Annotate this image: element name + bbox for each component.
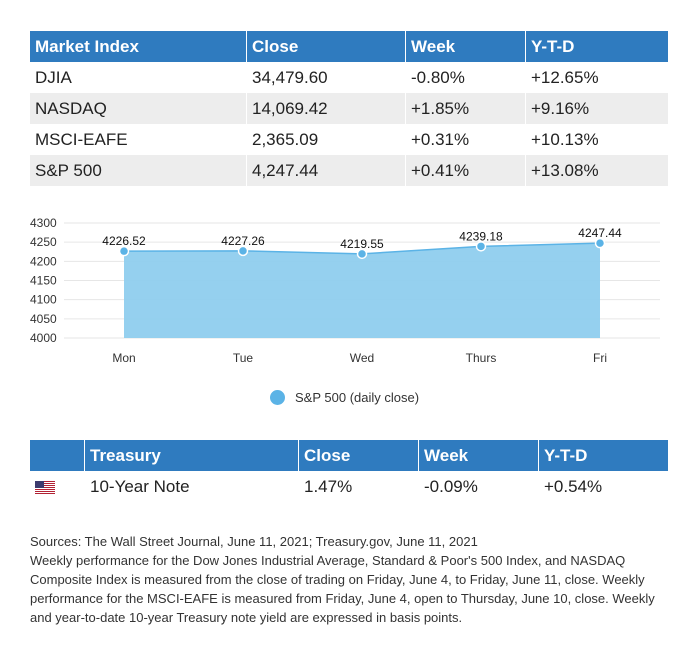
x-tick-label: Tue xyxy=(233,351,254,365)
y-tick-label: 4000 xyxy=(30,331,57,345)
sp500-area-chart: 4300 4250 4200 4150 4100 4050 4000 4226.52 Mon 42… xyxy=(30,216,660,365)
x-tick-label: Fri xyxy=(593,351,607,365)
index-name: S&P 500 xyxy=(30,155,247,186)
treasury-close: 1.47% xyxy=(299,471,419,503)
index-week: -0.80% xyxy=(406,62,526,93)
market-table-header: Market Index Close Week Y-T-D xyxy=(30,31,668,62)
treasury-table-header: Treasury Close Week Y-T-D xyxy=(30,440,668,471)
header-week: Week xyxy=(406,31,526,62)
index-ytd: +12.65% xyxy=(526,62,668,93)
treasury-name: 10-Year Note xyxy=(85,471,299,503)
y-tick-label: 4150 xyxy=(30,274,57,288)
treasury-table: Treasury Close Week Y-T-D 10- xyxy=(30,440,668,503)
header-flag xyxy=(30,440,85,471)
index-ytd: +13.08% xyxy=(526,155,668,186)
flag-cell xyxy=(30,471,85,503)
index-week: +0.31% xyxy=(406,124,526,155)
header-treasury: Treasury xyxy=(85,440,299,471)
y-tick-label: 4100 xyxy=(30,293,57,307)
series-area xyxy=(124,243,600,338)
x-tick-label: Wed xyxy=(350,351,374,365)
treasury-week: -0.09% xyxy=(419,471,539,503)
index-ytd: +10.13% xyxy=(526,124,668,155)
us-flag-icon xyxy=(35,481,55,495)
index-week: +1.85% xyxy=(406,93,526,124)
table-row: 10-Year Note 1.47% -0.09% +0.54% xyxy=(30,471,668,503)
legend-swatch xyxy=(270,390,285,405)
data-point xyxy=(237,245,249,257)
header-ytd: Y-T-D xyxy=(539,440,668,471)
treasury-ytd: +0.54% xyxy=(539,471,668,503)
index-name: DJIA xyxy=(30,62,247,93)
chart-points-layer xyxy=(118,237,606,260)
legend-label: S&P 500 (daily close) xyxy=(295,390,420,405)
header-close: Close xyxy=(247,31,406,62)
x-tick-label: Mon xyxy=(112,351,135,365)
y-tick-label: 4250 xyxy=(30,235,57,249)
chart-labels-layer: 4300 4250 4200 4150 4100 4050 4000 4226.52 Mon 42… xyxy=(30,216,622,365)
chart-legend: S&P 500 (daily close) xyxy=(270,390,419,405)
data-label: 4219.55 xyxy=(340,237,384,251)
index-name: MSCI-EAFE xyxy=(30,124,247,155)
index-name: NASDAQ xyxy=(30,93,247,124)
y-tick-label: 4200 xyxy=(30,254,57,268)
market-index-table: Market Index Close Week Y-T-D DJIA 34,47… xyxy=(30,31,668,186)
y-tick-label: 4300 xyxy=(30,216,57,230)
data-label: 4247.44 xyxy=(578,226,622,240)
table-row: DJIA 34,479.60 -0.80% +12.65% xyxy=(30,62,668,93)
header-market-index: Market Index xyxy=(30,31,247,62)
index-close: 4,247.44 xyxy=(247,155,406,186)
table-row: MSCI-EAFE 2,365.09 +0.31% +10.13% xyxy=(30,124,668,155)
methodology-note: Weekly performance for the Dow Jones Ind… xyxy=(30,553,655,625)
data-label: 4239.18 xyxy=(459,229,503,243)
data-point xyxy=(356,248,368,260)
sources-note: Sources: The Wall Street Journal, June 1… xyxy=(30,534,478,549)
index-ytd: +9.16% xyxy=(526,93,668,124)
data-point xyxy=(594,237,606,249)
table-row: NASDAQ 14,069.42 +1.85% +9.16% xyxy=(30,93,668,124)
header-close: Close xyxy=(299,440,419,471)
data-label: 4226.52 xyxy=(102,234,146,248)
data-label: 4227.26 xyxy=(221,234,265,248)
y-tick-label: 4050 xyxy=(30,312,57,326)
header-week: Week xyxy=(419,440,539,471)
data-point xyxy=(475,241,487,252)
x-tick-label: Thurs xyxy=(466,351,497,365)
index-week: +0.41% xyxy=(406,155,526,186)
footnotes: Sources: The Wall Street Journal, June 1… xyxy=(30,532,670,627)
header-ytd: Y-T-D xyxy=(526,31,668,62)
index-close: 2,365.09 xyxy=(247,124,406,155)
index-close: 14,069.42 xyxy=(247,93,406,124)
table-row: S&P 500 4,247.44 +0.41% +13.08% xyxy=(30,155,668,186)
index-close: 34,479.60 xyxy=(247,62,406,93)
data-point xyxy=(118,245,130,257)
